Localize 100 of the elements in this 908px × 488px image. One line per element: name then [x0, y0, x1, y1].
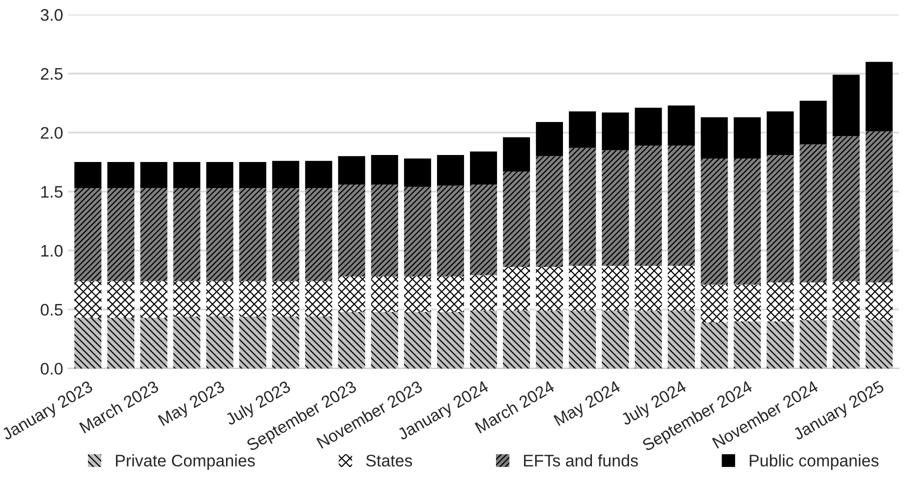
bar: [272, 316, 300, 368]
bar: [602, 266, 629, 311]
bar: [634, 266, 662, 311]
bar: [536, 122, 563, 156]
bar: [107, 188, 134, 282]
bar: [734, 321, 761, 368]
y-tick-label: 0.0: [40, 362, 63, 375]
bar: [371, 154, 398, 184]
bar: [206, 316, 234, 368]
bar: [568, 266, 596, 311]
bar: [140, 281, 168, 318]
bar: [700, 284, 728, 322]
bar: [371, 184, 398, 276]
bar: [502, 310, 530, 368]
legend-label: Private Companies: [116, 454, 255, 470]
bar: [272, 281, 300, 317]
bar: [734, 158, 761, 285]
bar: [173, 162, 200, 188]
bar: [832, 320, 860, 368]
bar: [140, 162, 168, 188]
bar: [239, 162, 266, 188]
bar: [866, 282, 893, 320]
y-tick-label: 1.5: [41, 186, 63, 198]
bar: [634, 146, 662, 266]
bar: [866, 131, 893, 282]
bar: [173, 281, 200, 317]
bar: [832, 136, 860, 282]
bar: [404, 276, 432, 312]
bar: [668, 266, 695, 311]
bar: [272, 188, 300, 282]
bar: [338, 312, 366, 368]
bar: [173, 188, 200, 282]
bar: [800, 144, 827, 282]
bar: [140, 188, 168, 282]
bar: [502, 137, 530, 172]
bar: [470, 184, 498, 276]
bar: [800, 100, 827, 144]
bar: [766, 111, 794, 155]
bar: [502, 171, 530, 268]
bar: [239, 281, 266, 317]
bar: [305, 188, 332, 282]
bar: [668, 146, 695, 266]
bar: [568, 111, 596, 148]
bar: [502, 267, 530, 311]
bar: [766, 282, 794, 322]
bar: [602, 310, 629, 368]
bar: [470, 310, 498, 368]
bar: [404, 312, 432, 368]
bar: [602, 150, 629, 266]
bar: [74, 188, 102, 282]
y-tick-label: 1.0: [41, 244, 63, 257]
bar: [239, 316, 266, 368]
x-tick-label: May 2024: [553, 380, 623, 429]
bar: [305, 160, 332, 188]
bar: [602, 112, 629, 150]
bar: [536, 156, 563, 268]
bar: [371, 276, 398, 312]
bar: [74, 318, 102, 368]
bar: [470, 151, 498, 184]
bar: [700, 322, 728, 368]
bar: [206, 188, 234, 282]
bar: [107, 318, 134, 368]
bar: [866, 320, 893, 368]
legend-label: EFTs and funds: [524, 454, 638, 467]
bar: [700, 158, 728, 285]
bar: [536, 310, 563, 368]
bar: [338, 184, 366, 276]
bar: [338, 156, 366, 184]
bar: [634, 310, 662, 368]
bar: [568, 310, 596, 368]
bar: [107, 162, 134, 188]
legend-label: Public companies: [750, 454, 878, 470]
bar: [437, 276, 464, 312]
bar: [404, 186, 432, 276]
bar: [437, 186, 464, 276]
bar: [470, 275, 498, 311]
bar: [734, 117, 761, 159]
bar: [700, 117, 728, 159]
bar: [766, 321, 794, 368]
x-tick-label: May 2023: [158, 380, 227, 429]
bar: [272, 160, 300, 188]
bar: [568, 148, 596, 266]
y-tick-label: 3.0: [40, 9, 63, 21]
y-tick-label: 2.0: [40, 126, 63, 139]
bar: [305, 316, 332, 368]
bar: [206, 162, 234, 188]
bar: [140, 318, 168, 368]
bar: [866, 62, 893, 132]
bar: [239, 188, 266, 282]
bar: [74, 281, 102, 318]
bar: [206, 281, 234, 317]
bar: [173, 316, 200, 368]
bar: [800, 282, 827, 320]
y-tick-label: 0.5: [40, 304, 63, 316]
bar: [800, 320, 827, 368]
bar: [305, 281, 332, 317]
bar: [668, 105, 695, 146]
bar: [74, 162, 102, 188]
bar: [404, 158, 432, 187]
bar: [371, 312, 398, 368]
